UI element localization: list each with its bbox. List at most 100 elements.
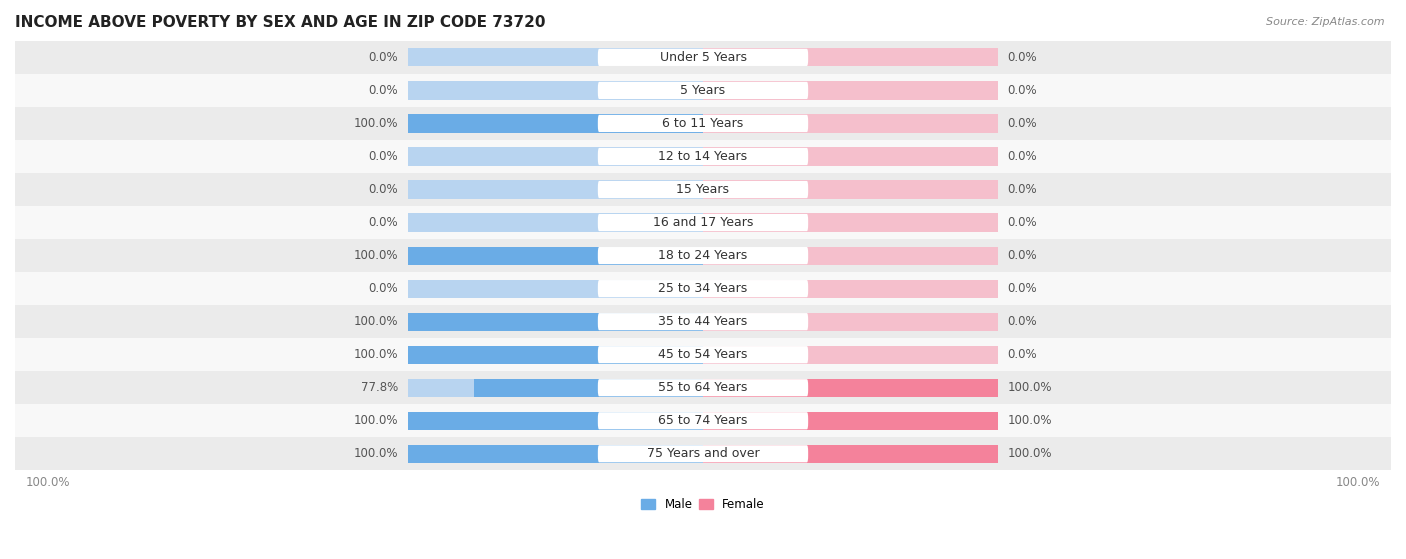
Text: 100.0%: 100.0% — [1008, 447, 1052, 460]
Bar — [408, 411, 703, 430]
Text: 0.0%: 0.0% — [1008, 249, 1038, 262]
Bar — [703, 48, 998, 67]
Bar — [15, 338, 1391, 371]
Text: 100.0%: 100.0% — [354, 315, 398, 328]
Bar — [408, 214, 703, 231]
Bar — [703, 345, 998, 364]
Text: 12 to 14 Years: 12 to 14 Years — [658, 150, 748, 163]
Text: 0.0%: 0.0% — [368, 51, 398, 64]
Bar — [703, 312, 998, 331]
Text: 100.0%: 100.0% — [354, 414, 398, 427]
FancyBboxPatch shape — [598, 445, 808, 462]
Bar — [408, 411, 703, 430]
Text: 0.0%: 0.0% — [1008, 117, 1038, 130]
Bar — [15, 173, 1391, 206]
Text: 0.0%: 0.0% — [1008, 84, 1038, 97]
FancyBboxPatch shape — [598, 181, 808, 198]
Text: 100.0%: 100.0% — [354, 447, 398, 460]
Bar — [408, 181, 703, 198]
Bar — [15, 107, 1391, 140]
Text: 75 Years and over: 75 Years and over — [647, 447, 759, 460]
Bar — [703, 247, 998, 264]
Text: 6 to 11 Years: 6 to 11 Years — [662, 117, 744, 130]
Bar — [408, 312, 703, 331]
Bar — [15, 239, 1391, 272]
Bar — [408, 247, 703, 264]
Bar — [408, 445, 703, 463]
Bar — [703, 148, 998, 165]
Bar — [703, 378, 998, 397]
FancyBboxPatch shape — [598, 346, 808, 363]
Bar — [15, 404, 1391, 437]
Bar — [703, 214, 998, 231]
Bar — [15, 140, 1391, 173]
Text: 0.0%: 0.0% — [1008, 51, 1038, 64]
Text: 0.0%: 0.0% — [1008, 183, 1038, 196]
FancyBboxPatch shape — [598, 280, 808, 297]
Bar — [703, 280, 998, 298]
Text: 0.0%: 0.0% — [368, 150, 398, 163]
Text: 77.8%: 77.8% — [361, 381, 398, 394]
Bar — [15, 437, 1391, 470]
Text: 0.0%: 0.0% — [368, 183, 398, 196]
Bar — [408, 247, 703, 264]
Text: 5 Years: 5 Years — [681, 84, 725, 97]
Bar — [15, 272, 1391, 305]
FancyBboxPatch shape — [598, 247, 808, 264]
Bar — [408, 48, 703, 67]
Bar — [408, 82, 703, 100]
Text: INCOME ABOVE POVERTY BY SEX AND AGE IN ZIP CODE 73720: INCOME ABOVE POVERTY BY SEX AND AGE IN Z… — [15, 15, 546, 30]
Text: 0.0%: 0.0% — [1008, 348, 1038, 361]
Bar — [408, 445, 703, 463]
FancyBboxPatch shape — [598, 379, 808, 396]
Text: 45 to 54 Years: 45 to 54 Years — [658, 348, 748, 361]
Bar — [15, 74, 1391, 107]
Bar — [703, 411, 998, 430]
Text: 16 and 17 Years: 16 and 17 Years — [652, 216, 754, 229]
FancyBboxPatch shape — [598, 115, 808, 132]
Text: 0.0%: 0.0% — [368, 216, 398, 229]
Text: Under 5 Years: Under 5 Years — [659, 51, 747, 64]
Bar — [474, 378, 703, 397]
Text: 100.0%: 100.0% — [1008, 414, 1052, 427]
Bar — [703, 82, 998, 100]
Bar — [703, 181, 998, 198]
FancyBboxPatch shape — [598, 82, 808, 99]
Bar — [408, 280, 703, 298]
Bar — [408, 115, 703, 132]
FancyBboxPatch shape — [598, 49, 808, 66]
FancyBboxPatch shape — [598, 148, 808, 165]
Text: Source: ZipAtlas.com: Source: ZipAtlas.com — [1267, 17, 1385, 27]
Text: 18 to 24 Years: 18 to 24 Years — [658, 249, 748, 262]
FancyBboxPatch shape — [598, 313, 808, 330]
Text: 0.0%: 0.0% — [1008, 282, 1038, 295]
Text: 100.0%: 100.0% — [354, 117, 398, 130]
Legend: Male, Female: Male, Female — [637, 494, 769, 516]
Bar — [15, 41, 1391, 74]
Bar — [408, 312, 703, 331]
Text: 15 Years: 15 Years — [676, 183, 730, 196]
FancyBboxPatch shape — [598, 214, 808, 231]
Bar — [703, 445, 998, 463]
Text: 0.0%: 0.0% — [368, 282, 398, 295]
Bar — [408, 345, 703, 364]
Text: 25 to 34 Years: 25 to 34 Years — [658, 282, 748, 295]
Bar — [408, 115, 703, 132]
Bar — [703, 445, 998, 463]
Bar — [15, 206, 1391, 239]
Text: 65 to 74 Years: 65 to 74 Years — [658, 414, 748, 427]
Bar — [408, 345, 703, 364]
Text: 0.0%: 0.0% — [1008, 150, 1038, 163]
Bar — [408, 148, 703, 165]
Text: 100.0%: 100.0% — [1008, 381, 1052, 394]
Text: 0.0%: 0.0% — [368, 84, 398, 97]
Bar — [703, 115, 998, 132]
Text: 100.0%: 100.0% — [354, 249, 398, 262]
Bar — [15, 305, 1391, 338]
Bar — [408, 378, 703, 397]
Text: 0.0%: 0.0% — [1008, 216, 1038, 229]
Text: 35 to 44 Years: 35 to 44 Years — [658, 315, 748, 328]
Text: 55 to 64 Years: 55 to 64 Years — [658, 381, 748, 394]
Text: 0.0%: 0.0% — [1008, 315, 1038, 328]
Bar — [703, 411, 998, 430]
